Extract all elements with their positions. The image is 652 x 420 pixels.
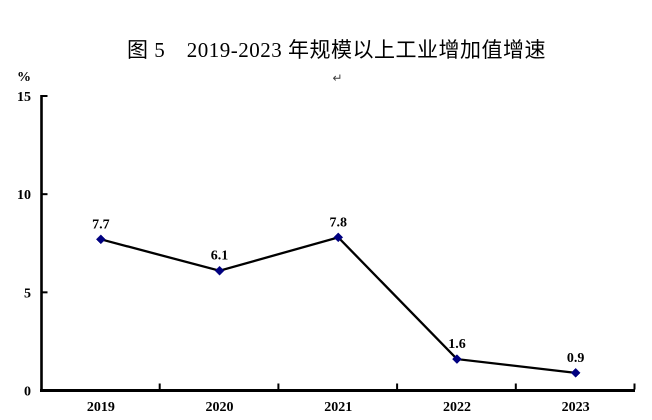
y-axis-tick-label: 5 bbox=[24, 286, 31, 301]
data-point-label: 7.7 bbox=[92, 217, 110, 232]
paragraph-mark-icon: ↵ bbox=[332, 71, 343, 85]
data-point-label: 6.1 bbox=[211, 249, 229, 264]
series-line bbox=[100, 236, 576, 374]
x-axis-tick-label: 2021 bbox=[324, 400, 352, 415]
y-axis-tick-label: 10 bbox=[17, 188, 31, 203]
data-point-marker bbox=[333, 232, 344, 243]
y-axis-tick-label: 0 bbox=[24, 385, 31, 400]
figure-title: 图 5 2019-2023 年规模以上工业增加值增速 ↵ bbox=[0, 9, 652, 114]
data-point-marker bbox=[95, 234, 106, 245]
data-point-marker bbox=[570, 367, 581, 378]
y-axis-unit-label: % bbox=[17, 70, 31, 85]
y-axis-tick-label: 15 bbox=[17, 90, 31, 105]
data-point-label: 0.9 bbox=[567, 351, 585, 366]
x-axis-tick-label: 2023 bbox=[562, 400, 590, 415]
x-axis-tick-label: 2020 bbox=[206, 400, 234, 415]
data-point-marker bbox=[452, 354, 462, 364]
figure-title-text: 图 5 2019-2023 年规模以上工业增加值增速 bbox=[127, 38, 546, 62]
data-point-marker bbox=[214, 265, 225, 276]
x-axis-tick-label: 2019 bbox=[87, 400, 115, 415]
data-point-label: 7.8 bbox=[330, 215, 348, 230]
x-axis-tick-label: 2022 bbox=[443, 400, 471, 415]
data-point-label: 1.6 bbox=[448, 337, 466, 352]
